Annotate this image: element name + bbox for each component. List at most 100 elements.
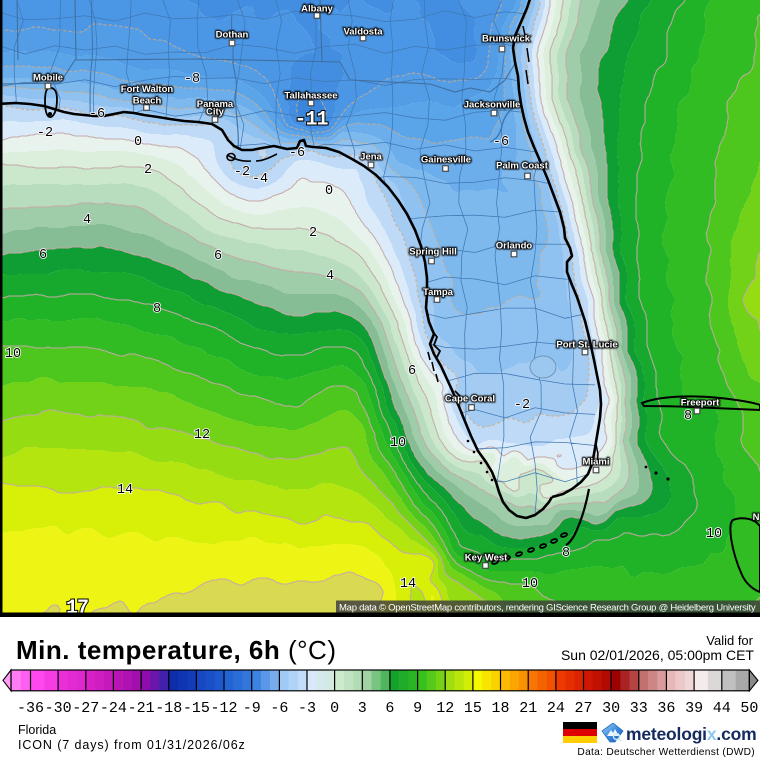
svg-text:10: 10 — [5, 347, 21, 362]
svg-text:N: N — [753, 512, 760, 523]
svg-text:Gainesville: Gainesville — [421, 155, 471, 166]
svg-text:18: 18 — [491, 700, 509, 717]
svg-text:3: 3 — [358, 700, 367, 717]
svg-text:12: 12 — [194, 428, 210, 443]
svg-text:Albany: Albany — [301, 4, 333, 15]
svg-text:Cape Coral: Cape Coral — [445, 394, 495, 405]
svg-text:Jena: Jena — [360, 152, 382, 163]
svg-text:-18: -18 — [155, 700, 182, 717]
svg-text:17: 17 — [66, 597, 88, 617]
svg-text:Jena: Jena — [360, 152, 382, 163]
svg-text:Orlando: Orlando — [496, 241, 533, 252]
svg-text:6: 6 — [385, 700, 394, 717]
svg-text:-8: -8 — [184, 72, 200, 87]
svg-text:Tallahassee: Tallahassee — [284, 91, 337, 102]
svg-text:Panama: Panama — [197, 99, 234, 110]
svg-text:Valdosta: Valdosta — [343, 27, 383, 38]
svg-text:-6: -6 — [493, 135, 509, 150]
svg-text:City: City — [206, 107, 225, 118]
svg-text:Jacksonville: Jacksonville — [464, 100, 521, 111]
svg-text:Map data © OpenStreetMap contr: Map data © OpenStreetMap contributors, r… — [339, 603, 756, 614]
svg-text:Fort Walton: Fort Walton — [121, 84, 174, 95]
svg-text:30: 30 — [602, 700, 620, 717]
svg-text:14: 14 — [117, 483, 133, 498]
svg-text:8: 8 — [684, 409, 692, 424]
svg-text:Miami: Miami — [583, 457, 610, 468]
svg-text:2: 2 — [309, 226, 317, 241]
svg-text:2: 2 — [144, 163, 152, 178]
svg-text:Miami: Miami — [583, 457, 610, 468]
svg-text:Freeport: Freeport — [681, 398, 720, 409]
svg-text:27: 27 — [574, 700, 592, 717]
svg-text:N: N — [753, 512, 760, 523]
svg-text:Orlando: Orlando — [496, 241, 533, 252]
svg-text:Dothan: Dothan — [216, 30, 249, 41]
svg-text:6: 6 — [214, 249, 222, 264]
svg-text:21: 21 — [519, 700, 537, 717]
svg-text:Mobile: Mobile — [33, 73, 63, 84]
svg-text:Albany: Albany — [301, 4, 333, 15]
svg-text:0: 0 — [134, 135, 142, 150]
svg-text:-2: -2 — [234, 165, 250, 180]
svg-text:14: 14 — [400, 577, 416, 592]
svg-text:44: 44 — [713, 700, 731, 717]
svg-text:9: 9 — [413, 700, 422, 717]
svg-text:Brunswick: Brunswick — [482, 34, 531, 45]
svg-text:-11: -11 — [294, 109, 328, 132]
svg-text:Mobile: Mobile — [33, 73, 63, 84]
svg-text:City: City — [206, 107, 225, 118]
svg-text:Port St. Lucie: Port St. Lucie — [556, 340, 617, 351]
svg-text:Key West: Key West — [465, 553, 508, 564]
svg-text:36: 36 — [657, 700, 675, 717]
svg-text:-15: -15 — [183, 700, 210, 717]
svg-text:-2: -2 — [514, 398, 530, 413]
svg-text:Dothan: Dothan — [216, 30, 249, 41]
svg-text:-4: -4 — [252, 172, 268, 187]
svg-text:Beach: Beach — [133, 96, 162, 107]
svg-text:24: 24 — [547, 700, 565, 717]
svg-text:Brunswick: Brunswick — [482, 34, 531, 45]
svg-text:-2: -2 — [37, 126, 53, 141]
svg-text:-36: -36 — [17, 700, 44, 717]
svg-text:Spring Hill: Spring Hill — [409, 247, 457, 258]
svg-text:10: 10 — [390, 436, 406, 451]
svg-text:-27: -27 — [72, 700, 99, 717]
svg-text:-12: -12 — [210, 700, 237, 717]
svg-text:-6: -6 — [89, 107, 105, 122]
svg-text:Fort Walton: Fort Walton — [121, 84, 174, 95]
svg-text:4: 4 — [326, 269, 334, 284]
svg-text:Valdosta: Valdosta — [343, 27, 383, 38]
svg-text:-24: -24 — [100, 700, 127, 717]
svg-text:50: 50 — [740, 700, 758, 717]
svg-text:Tampa: Tampa — [423, 287, 454, 298]
svg-text:Cape Coral: Cape Coral — [445, 394, 495, 405]
svg-text:-6: -6 — [270, 700, 288, 717]
svg-text:4: 4 — [83, 213, 91, 228]
svg-text:Tallahassee: Tallahassee — [284, 91, 337, 102]
svg-text:Freeport: Freeport — [681, 398, 720, 409]
svg-text:0: 0 — [330, 700, 339, 717]
svg-text:Beach: Beach — [133, 96, 162, 107]
svg-text:39: 39 — [685, 700, 703, 717]
svg-text:12: 12 — [436, 700, 454, 717]
svg-text:0: 0 — [325, 184, 333, 199]
svg-text:15: 15 — [464, 700, 482, 717]
svg-text:Tampa: Tampa — [423, 287, 454, 298]
svg-text:-21: -21 — [128, 700, 155, 717]
svg-text:-6: -6 — [289, 146, 305, 161]
svg-text:Spring Hill: Spring Hill — [409, 247, 457, 258]
svg-text:10: 10 — [522, 577, 538, 592]
svg-text:8: 8 — [562, 546, 570, 561]
svg-text:8: 8 — [153, 302, 161, 317]
svg-text:10: 10 — [706, 527, 722, 542]
svg-text:33: 33 — [630, 700, 648, 717]
svg-text:6: 6 — [408, 364, 416, 379]
svg-text:Palm Coast: Palm Coast — [496, 161, 549, 172]
svg-text:-9: -9 — [243, 700, 261, 717]
svg-text:Palm Coast: Palm Coast — [496, 161, 549, 172]
svg-text:Jacksonville: Jacksonville — [464, 100, 521, 111]
svg-text:Port St. Lucie: Port St. Lucie — [556, 340, 617, 351]
svg-text:-3: -3 — [298, 700, 316, 717]
svg-text:Key West: Key West — [465, 553, 508, 564]
svg-text:Gainesville: Gainesville — [421, 155, 471, 166]
